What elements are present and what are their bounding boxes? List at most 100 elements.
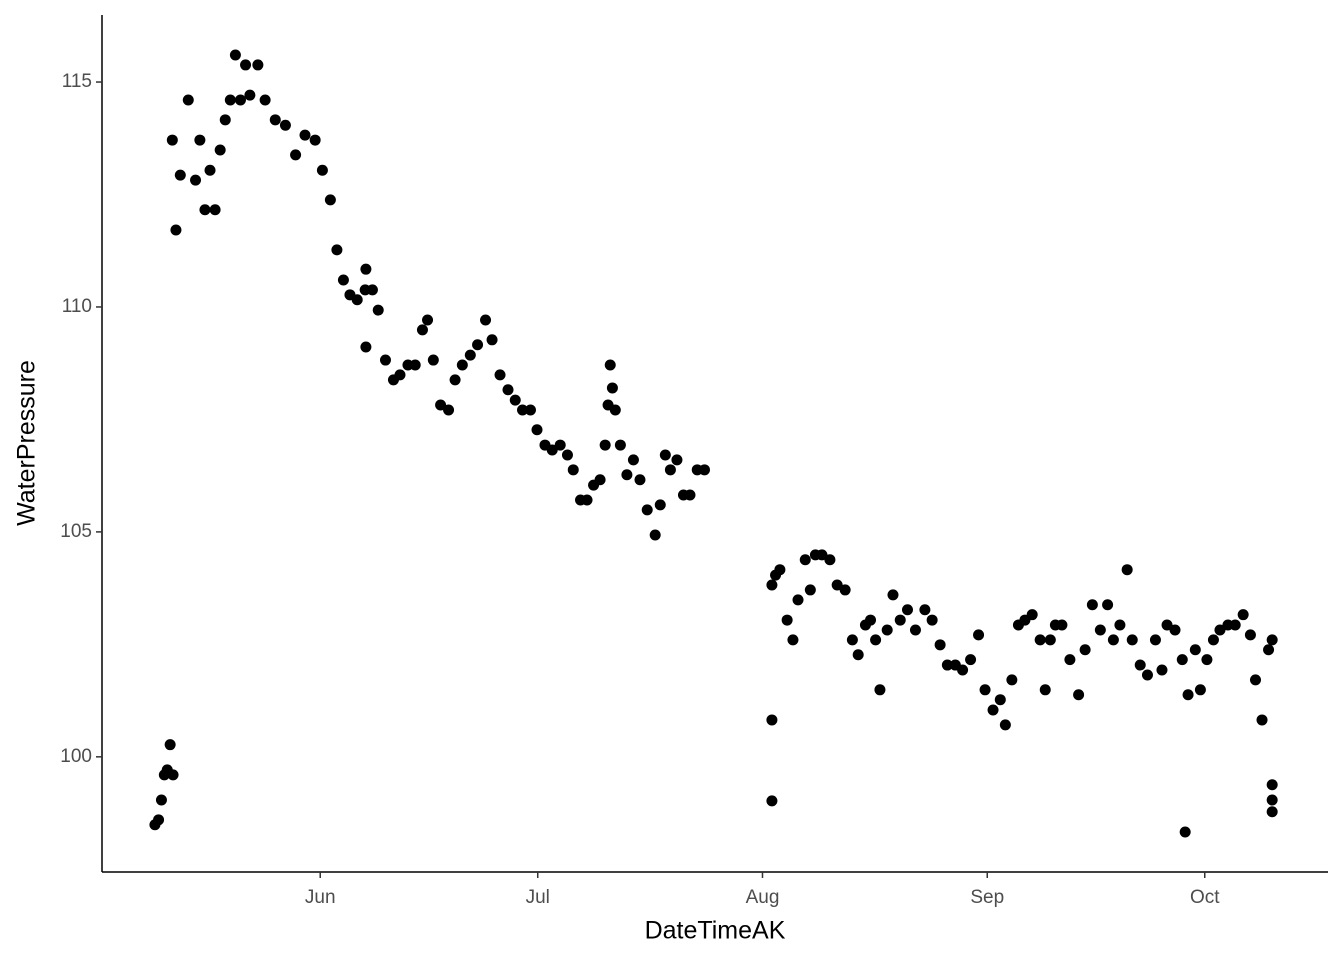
point: [792, 594, 804, 606]
point: [1169, 624, 1181, 636]
point: [846, 634, 858, 646]
point: [240, 59, 252, 71]
point: [502, 384, 514, 396]
point: [456, 359, 468, 371]
x-tick-label: Oct: [1190, 887, 1220, 908]
point: [155, 794, 167, 806]
point: [324, 194, 336, 206]
point: [671, 454, 683, 466]
point: [599, 439, 611, 451]
point: [1179, 826, 1191, 838]
point: [164, 739, 176, 751]
point: [1107, 634, 1119, 646]
y-tick-label: 105: [60, 521, 92, 542]
point: [554, 439, 566, 451]
point: [517, 404, 529, 416]
point: [894, 614, 906, 626]
point: [394, 369, 406, 381]
point: [567, 464, 579, 476]
point: [546, 444, 558, 456]
point: [170, 224, 182, 236]
point: [604, 359, 616, 371]
point: [654, 499, 666, 511]
point: [316, 164, 328, 176]
point: [881, 624, 893, 636]
point: [766, 579, 778, 591]
point: [351, 294, 363, 306]
point: [941, 659, 953, 671]
point: [909, 624, 921, 636]
point: [1034, 634, 1046, 646]
point: [194, 134, 206, 146]
x-axis-title: DateTimeAK: [645, 917, 786, 945]
point: [1176, 654, 1188, 666]
point: [449, 374, 461, 386]
point: [799, 554, 811, 566]
point: [219, 114, 231, 126]
point: [331, 244, 343, 256]
point: [1044, 634, 1056, 646]
point: [1266, 634, 1278, 646]
point: [1039, 684, 1051, 696]
point: [337, 274, 349, 286]
point: [839, 584, 851, 596]
point: [1249, 674, 1261, 686]
point: [1161, 619, 1173, 631]
point: [379, 354, 391, 366]
point: [1073, 689, 1085, 701]
point: [435, 399, 447, 411]
point: [372, 304, 384, 316]
point: [464, 349, 476, 361]
point: [804, 584, 816, 596]
y-axis-title: WaterPressure: [13, 360, 41, 526]
point: [214, 144, 226, 156]
point: [698, 464, 710, 476]
point: [1114, 619, 1126, 631]
point: [684, 489, 696, 501]
point: [427, 354, 439, 366]
point: [965, 654, 977, 666]
point: [269, 114, 281, 126]
point: [167, 769, 179, 781]
point: [887, 589, 899, 601]
point: [634, 474, 646, 486]
point: [774, 564, 786, 576]
point: [766, 714, 778, 726]
x-tick-label: Jul: [526, 887, 550, 908]
point: [416, 324, 428, 336]
point: [486, 334, 498, 346]
point: [999, 719, 1011, 731]
point: [957, 664, 969, 676]
point: [1149, 634, 1161, 646]
point: [472, 339, 484, 351]
point: [919, 604, 931, 616]
point: [1237, 609, 1249, 621]
point: [1201, 654, 1213, 666]
point: [360, 263, 372, 275]
point: [259, 94, 271, 106]
point: [870, 634, 882, 646]
point: [1064, 654, 1076, 666]
point: [994, 694, 1006, 706]
x-tick-label: Aug: [746, 887, 780, 908]
point: [1006, 674, 1018, 686]
point: [1141, 669, 1153, 681]
point: [609, 404, 621, 416]
point: [494, 369, 506, 381]
point: [524, 404, 536, 416]
point: [1266, 806, 1278, 818]
point: [1156, 664, 1168, 676]
point: [606, 382, 618, 394]
point: [627, 454, 639, 466]
point: [926, 614, 938, 626]
y-tick-label: 110: [62, 296, 92, 317]
point: [934, 639, 946, 651]
point: [1244, 629, 1256, 641]
point: [309, 134, 321, 146]
point: [182, 94, 194, 106]
point: [1214, 624, 1226, 636]
point: [659, 449, 671, 461]
point: [1182, 689, 1194, 701]
